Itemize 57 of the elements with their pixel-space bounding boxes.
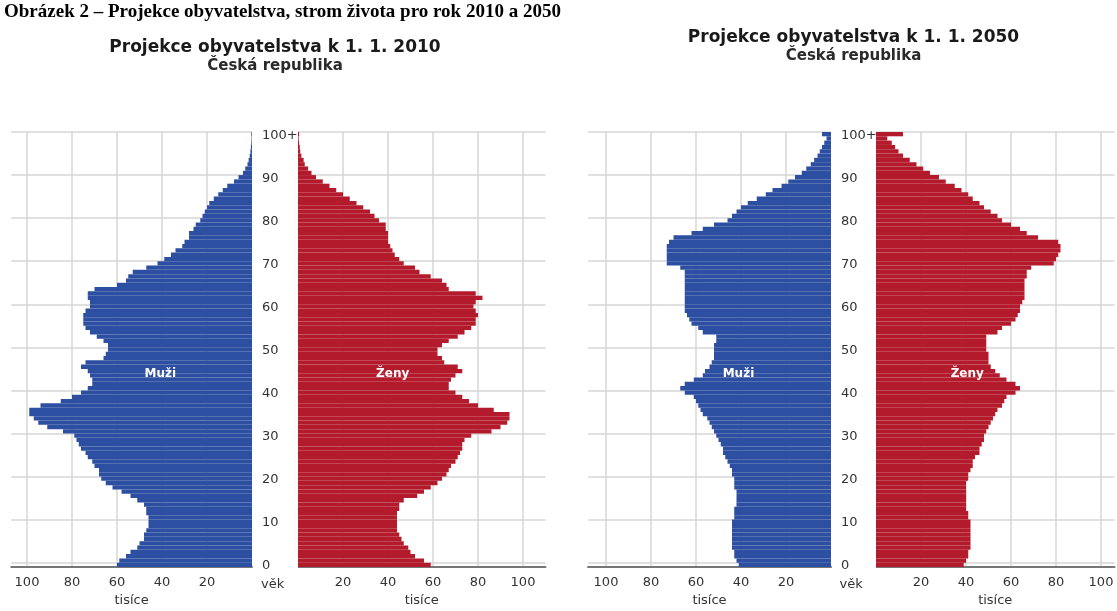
- y-tick-label: 80: [841, 212, 858, 228]
- y-tick-label: 90: [262, 169, 279, 185]
- x-tick-label: 40: [379, 574, 397, 589]
- x-tick-label: 20: [334, 574, 352, 589]
- y-tick-label: 80: [262, 212, 279, 228]
- y-tick-label: 10: [841, 514, 858, 530]
- x-tick-label: 80: [63, 574, 81, 589]
- y-tick-label: 90: [841, 169, 858, 185]
- x-tick-label: 20: [198, 574, 216, 589]
- y-tick-label: 30: [262, 428, 279, 444]
- y-tick-label: 10: [262, 514, 279, 530]
- x-axis-title: tisíce: [404, 591, 439, 607]
- y-tick-label: 40: [841, 385, 858, 401]
- series-label: Muži: [144, 365, 177, 380]
- y-tick-label: 100+: [841, 126, 877, 142]
- x-tick-label: 60: [687, 574, 705, 589]
- x-tick-label: 40: [957, 574, 975, 589]
- y-tick-label: 40: [262, 385, 279, 401]
- x-axis-title: tisíce: [978, 591, 1013, 607]
- y-tick-label: 20: [262, 471, 279, 487]
- y-tick-label: 0: [841, 557, 850, 573]
- x-tick-label: 60: [424, 574, 442, 589]
- y-tick-label: 30: [841, 428, 858, 444]
- x-tick-label: 100: [510, 574, 536, 589]
- y-tick-label: 60: [841, 298, 858, 314]
- x-tick-label: 40: [732, 574, 750, 589]
- chart-subtitle: Česká republika: [785, 46, 923, 64]
- x-tick-label: 80: [469, 574, 487, 589]
- x-tick-label: 60: [1002, 574, 1020, 589]
- text: Obrázek 2 – Projekce obyvatelstva, strom života pro rok 2010 a 2050: [4, 0, 561, 22]
- series-label: Muži: [722, 365, 755, 380]
- y-tick-label: 100+: [262, 126, 298, 142]
- x-axis-title: tisíce: [692, 591, 727, 607]
- x-tick-label: 80: [642, 574, 660, 589]
- x-tick-label: 20: [912, 574, 930, 589]
- chart-title: Projekce obyvatelstva k 1. 1. 2050: [687, 26, 1020, 46]
- x-tick-label: 80: [1047, 574, 1065, 589]
- series-label: Ženy: [376, 364, 410, 380]
- x-tick-label: 100: [1088, 574, 1114, 589]
- y-tick-label: 70: [841, 255, 858, 271]
- chart-title: Projekce obyvatelstva k 1. 1. 2010: [109, 36, 441, 56]
- series-label: Ženy: [950, 364, 985, 380]
- chart-subtitle: Česká republika: [207, 56, 344, 74]
- y-axis-title: věk: [839, 576, 864, 591]
- y-tick-label: 50: [262, 342, 279, 357]
- y-tick-label: 70: [262, 255, 279, 271]
- x-tick-label: 100: [593, 574, 619, 589]
- y-tick-label: 50: [841, 342, 858, 357]
- x-tick-label: 100: [14, 574, 40, 589]
- x-tick-label: 60: [108, 574, 126, 589]
- x-tick-label: 20: [777, 574, 795, 589]
- y-tick-label: 0: [262, 557, 271, 573]
- y-tick-label: 60: [262, 298, 279, 314]
- x-axis-title: tisíce: [114, 591, 149, 607]
- y-tick-label: 20: [841, 471, 858, 487]
- y-axis-title: věk: [261, 576, 285, 591]
- x-tick-label: 40: [153, 574, 171, 589]
